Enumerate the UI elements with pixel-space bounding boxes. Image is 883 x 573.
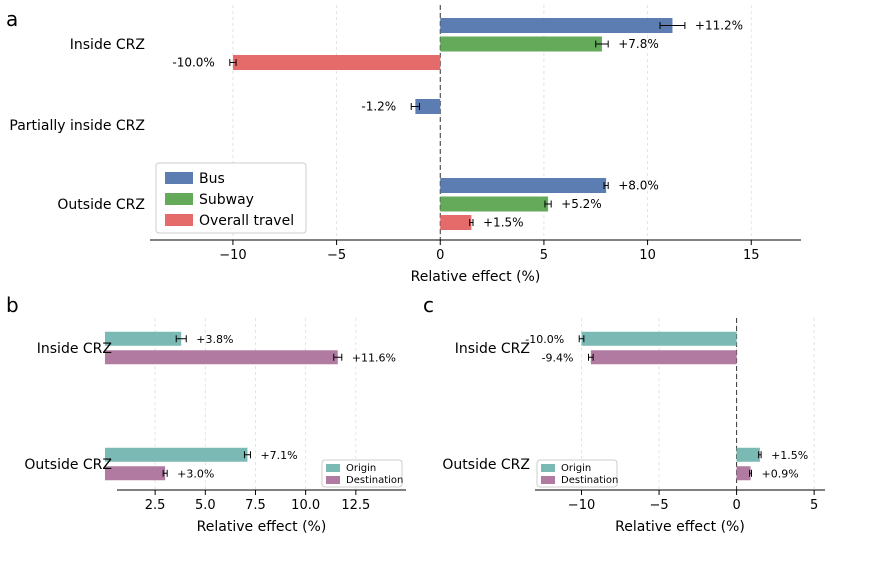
panel-letter: c xyxy=(423,293,434,317)
legend-label: Overall travel xyxy=(199,213,294,229)
x-tick-label: 5.0 xyxy=(195,498,216,513)
x-tick-label: −5 xyxy=(649,498,668,513)
bar xyxy=(104,331,182,346)
x-tick-label: −5 xyxy=(327,248,346,263)
bar xyxy=(440,196,549,212)
x-tick-label: 7.5 xyxy=(245,498,266,513)
data-label: +7.8% xyxy=(618,37,659,51)
panel-b: b +3.8% +7.1% +11.6% +3.0% Inside CRZ Outside … xyxy=(6,293,406,535)
legend-label: Subway xyxy=(199,192,254,208)
category-label: Outside CRZ xyxy=(442,457,530,473)
bar xyxy=(440,215,472,230)
x-axis-label: Relative effect (%) xyxy=(615,519,745,535)
bar xyxy=(736,447,760,462)
legend-swatch xyxy=(165,214,193,226)
bar xyxy=(736,466,751,481)
panel-letter: b xyxy=(6,293,19,317)
legend-swatch xyxy=(165,172,193,184)
x-tick-label: 10 xyxy=(639,248,656,263)
data-label: -9.4% xyxy=(542,351,574,364)
x-tick-label: 0 xyxy=(436,248,444,263)
data-label: +11.6% xyxy=(352,351,396,364)
data-label: -10.0% xyxy=(172,56,214,70)
bar xyxy=(440,18,673,33)
x-tick-label: 2.5 xyxy=(145,498,166,513)
x-tick-label: −10 xyxy=(568,498,595,513)
legend-label: Destination xyxy=(561,475,618,486)
panel-c: c -10.0% +1.5% -9.4% +0.9% Inside CRZ Outside … xyxy=(423,293,825,535)
bar xyxy=(440,36,602,52)
bar xyxy=(104,466,166,481)
bar xyxy=(590,350,737,365)
legend-swatch xyxy=(326,464,340,472)
legend-box xyxy=(155,162,307,234)
category-label: Inside CRZ xyxy=(70,37,145,53)
bar xyxy=(440,178,607,193)
legend-label: Bus xyxy=(199,171,225,187)
x-tick-label: 15 xyxy=(743,248,760,263)
category-label: Partially inside CRZ xyxy=(9,118,145,134)
x-tick-label: −10 xyxy=(219,248,246,263)
data-label: +5.2% xyxy=(561,197,602,211)
data-label: +3.0% xyxy=(177,467,214,480)
x-axis-label: Relative effect (%) xyxy=(411,269,541,285)
legend-swatch xyxy=(165,193,193,205)
legend-label: Destination xyxy=(346,475,403,486)
x-tick-label: 12.5 xyxy=(341,498,370,513)
data-label: +3.8% xyxy=(196,333,233,346)
data-label: +8.0% xyxy=(618,179,659,193)
category-label: Inside CRZ xyxy=(455,341,530,357)
x-tick-label: 0 xyxy=(732,498,740,513)
data-label: +7.1% xyxy=(260,449,297,462)
legend-swatch xyxy=(326,476,340,484)
bar xyxy=(581,331,737,346)
data-label: +1.5% xyxy=(771,449,808,462)
legend-swatch xyxy=(541,464,555,472)
panel-letter: a xyxy=(6,7,18,31)
bar xyxy=(415,99,441,114)
bar xyxy=(104,447,248,462)
x-axis-label: Relative effect (%) xyxy=(197,519,327,535)
bar xyxy=(104,350,338,365)
x-tick-label: 10.0 xyxy=(291,498,320,513)
data-label: -1.2% xyxy=(361,100,396,114)
category-label: Outside CRZ xyxy=(57,197,145,213)
legend-box xyxy=(536,459,618,488)
data-label: +1.5% xyxy=(483,216,524,230)
legend: Bus Subway Overall travel xyxy=(155,162,307,234)
legend-label: Origin xyxy=(561,463,591,474)
legend-label: Origin xyxy=(346,463,376,474)
data-label: -10.0% xyxy=(525,333,564,346)
x-tick-label: 5 xyxy=(540,248,548,263)
data-label: +11.2% xyxy=(695,19,743,33)
x-tick-label: 5 xyxy=(810,498,818,513)
legend-swatch xyxy=(541,476,555,484)
panel-a: a +11.2% -1.2% +8.0% +7.8% +5.2% -10.0% +1.5% In… xyxy=(6,5,801,285)
legend-box xyxy=(321,459,403,488)
category-label: Outside CRZ xyxy=(24,457,112,473)
data-label: +0.9% xyxy=(761,467,798,480)
category-label: Inside CRZ xyxy=(37,341,112,357)
bar xyxy=(232,55,441,70)
